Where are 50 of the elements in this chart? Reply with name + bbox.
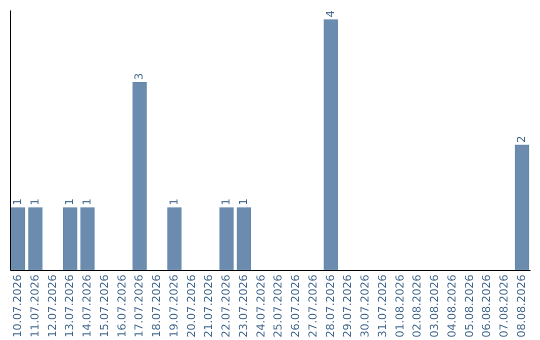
x-tick-label: 10.07.2026 xyxy=(10,274,24,338)
bar xyxy=(28,207,42,270)
bar xyxy=(324,19,338,270)
data-label: 2 xyxy=(515,136,528,143)
x-tick-label: 11.07.2026 xyxy=(28,274,42,338)
x-tick-label: 23.07.2026 xyxy=(236,274,250,338)
x-tick-label: 08.08.2026 xyxy=(515,274,528,338)
x-tick-label: 18.07.2026 xyxy=(150,274,164,338)
data-label: 1 xyxy=(80,198,94,206)
data-label: 1 xyxy=(63,198,76,206)
bar xyxy=(167,207,182,270)
x-tick-label: 03.08.2026 xyxy=(428,274,442,338)
x-tick-label: 02.08.2026 xyxy=(410,274,424,338)
data-label: 1 xyxy=(220,198,233,206)
bar xyxy=(80,207,95,270)
data-label: 1 xyxy=(28,198,42,206)
x-tick-label: 15.07.2026 xyxy=(98,274,111,338)
x-tick-label: 12.07.2026 xyxy=(46,274,59,338)
x-tick-label: 20.07.2026 xyxy=(184,274,198,338)
bar xyxy=(514,144,530,270)
x-tick-label: 13.07.2026 xyxy=(63,274,76,338)
bar xyxy=(63,207,78,270)
data-label: 4 xyxy=(324,10,337,18)
x-tick-label: 14.07.2026 xyxy=(80,274,94,338)
x-tick-label: 22.07.2026 xyxy=(220,274,233,338)
x-tick-label: 06.08.2026 xyxy=(480,274,494,338)
bar xyxy=(219,207,234,270)
data-label: 1 xyxy=(167,198,180,206)
x-tick-label: 05.08.2026 xyxy=(462,274,476,338)
bar xyxy=(10,207,26,270)
x-tick-label: 31.07.2026 xyxy=(376,274,389,338)
x-tick-label: 17.07.2026 xyxy=(132,274,146,338)
x-tick-label: 27.07.2026 xyxy=(306,274,320,338)
x-tick-label: 21.07.2026 xyxy=(202,274,216,338)
x-tick-label: 04.08.2026 xyxy=(445,274,458,338)
x-tick-label: 07.08.2026 xyxy=(498,274,511,338)
x-tick-label: 28.07.2026 xyxy=(324,274,337,338)
x-tick-label: 29.07.2026 xyxy=(341,274,354,338)
x-tick-label: 19.07.2026 xyxy=(167,274,180,338)
bar xyxy=(236,207,252,270)
data-label: 1 xyxy=(10,198,24,206)
data-label: 3 xyxy=(132,73,146,80)
bar xyxy=(132,82,147,270)
x-tick-label: 16.07.2026 xyxy=(115,274,128,338)
x-tick-label: 30.07.2026 xyxy=(358,274,372,338)
x-tick-label: 24.07.2026 xyxy=(254,274,268,338)
x-tick-label: 25.07.2026 xyxy=(272,274,285,338)
x-tick-label: 01.08.2026 xyxy=(393,274,406,338)
data-label: 1 xyxy=(236,198,250,206)
x-tick-label: 26.07.2026 xyxy=(289,274,302,338)
